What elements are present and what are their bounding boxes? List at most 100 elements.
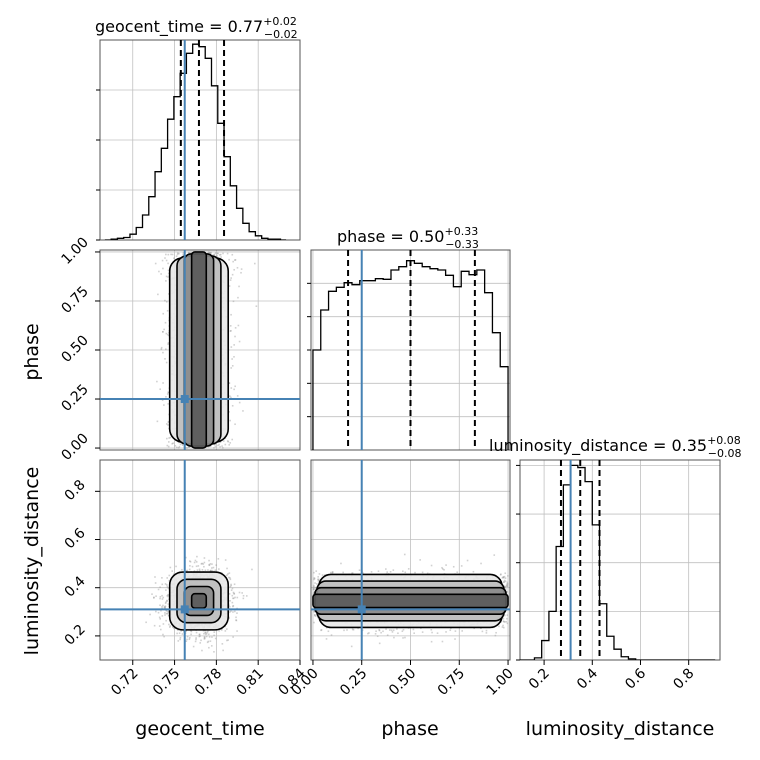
scatter-point (167, 421, 170, 423)
scatter-point (157, 293, 159, 296)
scatter-point (232, 597, 235, 600)
scatter-point (228, 444, 231, 446)
scatter-point (187, 446, 190, 448)
scatter-point (172, 573, 175, 576)
scatter-point (185, 556, 187, 559)
scatter-point (214, 252, 217, 254)
scatter-point (211, 563, 213, 565)
scatter-point (167, 391, 170, 394)
scatter-point (232, 300, 235, 303)
scatter-point (162, 351, 164, 354)
scatter-point (161, 607, 163, 610)
joint-panel-phase_vs_geocent_time (99, 249, 301, 451)
scatter-point (177, 629, 179, 632)
scatter-point (203, 636, 206, 639)
scatter-point (213, 631, 216, 633)
scatter-point (198, 633, 201, 636)
scatter-point (231, 358, 233, 360)
scatter-point (165, 280, 167, 282)
scatter-point (166, 444, 169, 447)
scatter-point (203, 636, 206, 638)
scatter-point (176, 446, 178, 449)
scatter-point (166, 599, 168, 602)
scatter-point (154, 582, 157, 584)
scatter-point (241, 592, 243, 594)
scatter-point (160, 273, 162, 275)
scatter-point (205, 632, 208, 635)
scatter-point (178, 252, 180, 255)
hist-line-geocent_time (104, 43, 287, 240)
scatter-point (203, 632, 205, 635)
scatter-point (193, 570, 196, 572)
scatter-point (234, 423, 236, 426)
scatter-point (203, 561, 206, 564)
hist-panel-phase (307, 249, 511, 451)
scatter-point (167, 269, 170, 272)
scatter-point (165, 259, 168, 262)
scatter-point (221, 445, 223, 447)
scatter-point (186, 447, 188, 449)
scatter-point (167, 614, 170, 617)
scatter-point (177, 441, 180, 444)
scatter-point (226, 252, 229, 255)
scatter-point (190, 630, 193, 633)
scatter-point (203, 638, 206, 640)
joint-luminosity_distance_vs_geocent_time-frame (99, 459, 301, 661)
scatter-point (218, 443, 220, 446)
scatter-point (164, 602, 167, 605)
scatter-point (166, 595, 169, 597)
scatter-point (156, 380, 158, 383)
scatter-point (195, 638, 197, 641)
scatter-point (232, 260, 234, 263)
scatter-point (165, 612, 168, 615)
scatter-point (157, 611, 160, 614)
scatter-point (228, 617, 230, 619)
scatter-point (204, 569, 207, 572)
scatter-point (165, 423, 168, 425)
scatter-point (165, 589, 167, 591)
scatter-point (162, 267, 164, 270)
scatter-point (168, 598, 170, 601)
scatter-point (168, 579, 171, 582)
scatter-point (224, 625, 227, 628)
scatter-point (242, 597, 245, 600)
scatter-point (207, 569, 209, 571)
scatter-point (238, 401, 241, 404)
scatter-point (209, 569, 212, 572)
scatter-point (177, 447, 180, 449)
scatter-point (234, 259, 237, 261)
scatter-point (211, 567, 213, 569)
scatter-point (214, 637, 217, 640)
scatter-point (167, 610, 170, 613)
scatter-point (255, 305, 258, 308)
scatter-point (201, 568, 204, 571)
scatter-point (208, 559, 210, 562)
hist-panel-geocent_time (96, 39, 301, 241)
scatter-point (228, 258, 230, 261)
scatter-point (236, 596, 239, 599)
scatter-point (168, 623, 170, 626)
scatter-point (197, 565, 200, 567)
scatter-point (166, 584, 168, 586)
scatter-point (173, 627, 175, 630)
scatter-point (230, 367, 233, 369)
scatter-point (222, 447, 224, 449)
scatter-point (176, 252, 179, 254)
scatter-point (230, 313, 232, 316)
scatter-point (234, 327, 237, 329)
scatter-point (162, 330, 164, 333)
scatter-point (181, 444, 184, 446)
scatter-point (169, 566, 172, 569)
scatter-point (167, 342, 170, 344)
scatter-point (176, 253, 179, 256)
scatter-point (220, 256, 222, 258)
scatter-point (165, 332, 168, 335)
scatter-point (208, 646, 210, 649)
scatter-point (234, 385, 236, 388)
scatter-point (145, 621, 147, 624)
truth-marker (180, 395, 189, 404)
scatter-point (166, 393, 169, 395)
scatter-point (182, 253, 184, 256)
scatter-point (218, 568, 220, 570)
scatter-point (162, 331, 164, 333)
